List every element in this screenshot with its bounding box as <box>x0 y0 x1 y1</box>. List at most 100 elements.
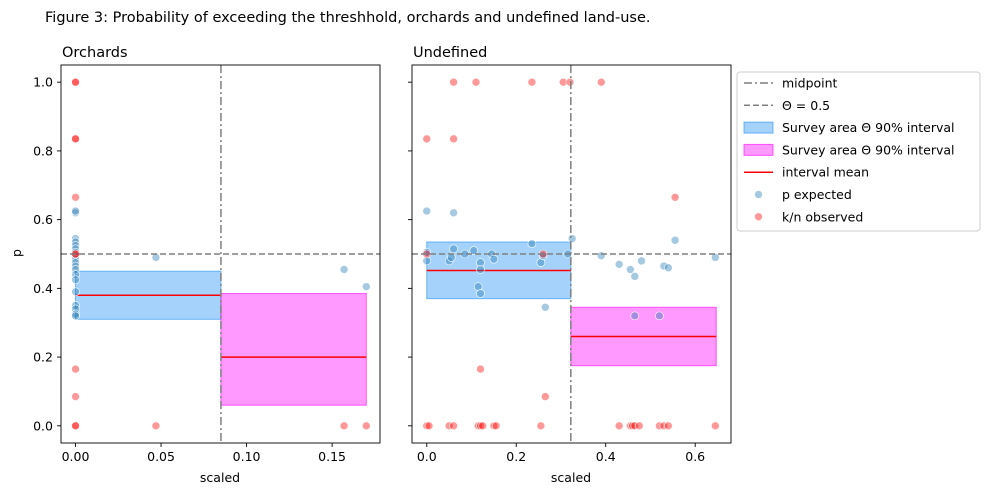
y-axis-label: p <box>9 249 24 257</box>
legend-item: k/n observed <box>754 209 863 224</box>
observed-point <box>424 421 434 431</box>
observed-point <box>670 193 680 202</box>
observed-point <box>71 421 80 431</box>
x-tick-label: 0.2 <box>506 449 526 464</box>
expected-point <box>626 265 635 274</box>
figure-title: Figure 3: Probability of exceeding the t… <box>45 10 651 26</box>
observed-point <box>478 421 487 431</box>
observed-point <box>71 77 80 87</box>
x-tick-label: 0.00 <box>62 449 90 464</box>
expected-point <box>339 265 349 274</box>
expected-point <box>670 235 680 245</box>
observed-point <box>71 364 80 374</box>
expected-point <box>630 272 640 281</box>
observed-point <box>71 193 80 202</box>
observed-point <box>634 421 644 431</box>
legend-label: Survey area Θ 90% interval <box>782 142 955 157</box>
legend-label: interval mean <box>782 165 869 180</box>
observed-point <box>449 77 458 87</box>
observed-point <box>444 421 454 431</box>
observed-point <box>339 421 349 431</box>
legend-label: Survey area Θ 90% interval <box>782 120 955 135</box>
expected-point <box>71 241 80 250</box>
expected-point <box>567 234 577 243</box>
observed-point <box>471 77 481 87</box>
legend-swatch-marker <box>754 190 763 199</box>
expected-point <box>630 311 640 321</box>
legend-swatch-patch <box>743 143 774 156</box>
y-tick-label: 0.8 <box>33 143 53 158</box>
expected-point <box>449 244 458 254</box>
observed-point <box>711 421 720 431</box>
legend: midpoint Θ = 0.5 Survey area Θ 90% interva… <box>736 71 981 232</box>
x-tick-label: 0.0 <box>417 449 437 464</box>
expected-point <box>659 261 669 271</box>
expected-point <box>71 275 80 285</box>
panel-title: Undefined <box>413 45 487 61</box>
expected-point <box>71 261 80 271</box>
y-tick-label: 0.2 <box>33 350 53 365</box>
observed-point <box>422 421 432 431</box>
legend-frame <box>736 71 981 232</box>
observed-point <box>628 421 637 431</box>
expected-point <box>362 282 371 291</box>
expected-point <box>664 263 673 273</box>
observed-point <box>449 134 458 144</box>
expected-point <box>71 301 80 310</box>
observed-point <box>476 364 485 374</box>
expected-point <box>473 282 483 291</box>
x-tick-label: 0.05 <box>147 449 175 464</box>
x-tick-label: 0.4 <box>596 449 616 464</box>
y-tick-label: 0.0 <box>33 418 53 433</box>
expected-point <box>476 265 485 274</box>
legend-item: Θ = 0.5 <box>744 98 830 113</box>
axes-frame <box>411 64 732 444</box>
panel-orchards: Orchards 0.00 0.05 0.10 0.15 0.0 0.2 0.4 0.6 0.8… <box>9 45 381 485</box>
observed-point <box>362 421 371 431</box>
expected-point <box>71 206 80 216</box>
legend-label: Θ = 0.5 <box>782 98 830 113</box>
legend-swatch-marker <box>754 212 763 222</box>
axes-frame <box>60 64 381 444</box>
observed-point <box>151 421 161 431</box>
expected-point <box>71 270 80 279</box>
expected-point <box>71 258 80 267</box>
legend-item: midpoint <box>744 76 838 91</box>
observed-point <box>527 77 537 87</box>
expected-point <box>71 254 80 264</box>
legend-label: k/n observed <box>782 209 863 224</box>
expected-point <box>71 265 80 274</box>
expected-point <box>71 244 80 254</box>
expected-point <box>71 287 80 297</box>
observed-point <box>71 134 80 144</box>
panel-undefined: Undefined 0.0 0.2 0.4 0.6 scaled <box>408 45 732 485</box>
expected-point <box>476 289 485 298</box>
observed-point <box>626 421 635 431</box>
x-tick-label: 0.6 <box>685 449 705 464</box>
observed-point <box>71 392 80 401</box>
observed-point <box>536 421 546 431</box>
observed-point <box>541 392 550 401</box>
expected-point <box>527 239 537 248</box>
legend-swatch-patch <box>743 121 774 134</box>
legend-label: midpoint <box>782 76 838 91</box>
expected-point <box>596 251 606 261</box>
observed-point <box>565 77 575 87</box>
expected-point <box>637 256 646 266</box>
observed-point <box>630 421 640 431</box>
observed-point <box>596 77 606 87</box>
y-tick-label: 0.6 <box>33 212 53 227</box>
expected-point <box>422 256 432 266</box>
expected-point <box>489 254 499 264</box>
observed-point <box>422 134 432 144</box>
interval-band-above <box>220 293 367 406</box>
x-axis-label: scaled <box>200 470 240 485</box>
observed-point <box>473 421 483 431</box>
expected-point <box>541 302 550 312</box>
panel-title: Orchards <box>62 45 128 61</box>
y-tick-label: 0.4 <box>33 281 53 296</box>
x-axis-label: scaled <box>551 470 591 485</box>
expected-point <box>449 208 458 218</box>
expected-point <box>536 258 546 267</box>
